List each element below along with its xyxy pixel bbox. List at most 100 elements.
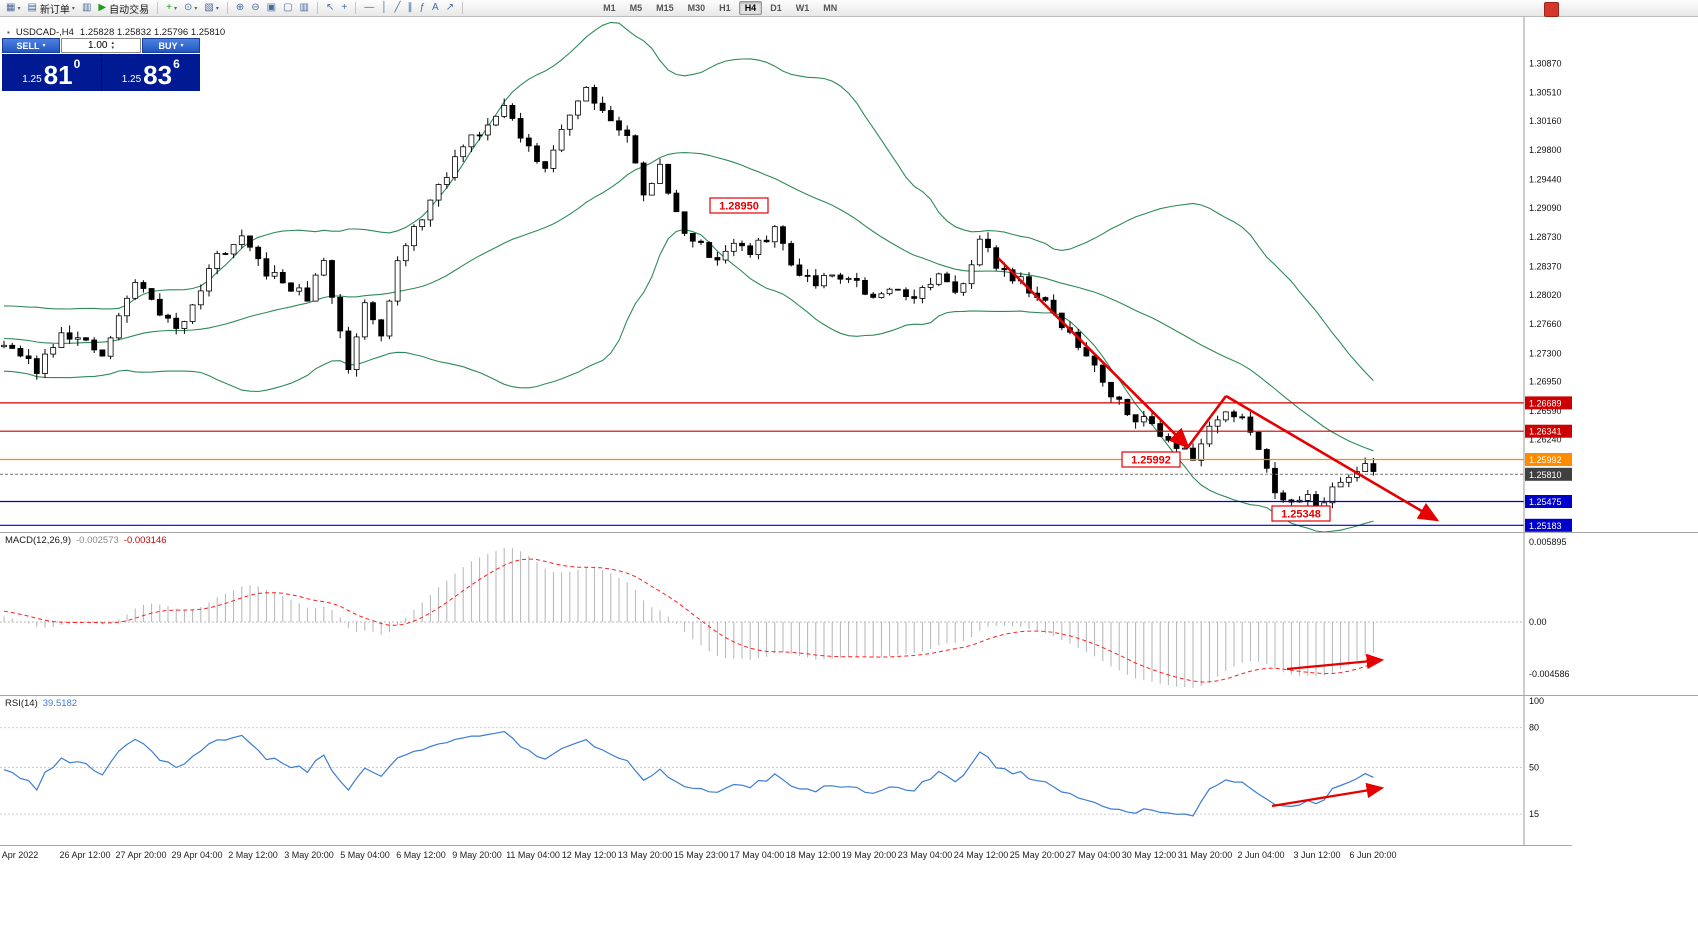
- horizontal-lines[interactable]: [0, 402, 1524, 526]
- buy-price-main: 83: [143, 60, 173, 90]
- arrow-button[interactable]: ↗: [443, 1, 457, 15]
- price-annotations[interactable]: 1.28950 1.25992 1.25348: [709, 197, 1331, 522]
- time-label: 29 Apr 04:00: [171, 850, 223, 860]
- svg-text:1.28730: 1.28730: [1529, 232, 1562, 242]
- channel-button[interactable]: ∥: [404, 1, 415, 15]
- stepper-down-icon[interactable]: ▾: [111, 44, 114, 51]
- chevron-down-icon: ▾: [194, 5, 198, 12]
- price-badge: [1525, 396, 1572, 410]
- rsi-trend-arrow[interactable]: [1271, 782, 1385, 808]
- timeframe-toolbar: M1 M5 M15 M30 H1 H4 D1 W1 MN: [597, 1, 843, 15]
- templates-button[interactable]: ▧ ▾: [201, 1, 221, 15]
- sell-price[interactable]: 1.25 81 0: [2, 54, 101, 91]
- timeframe-m1-button[interactable]: M1: [603, 3, 616, 13]
- timeframe-d1-button[interactable]: D1: [770, 3, 782, 13]
- new-chart-button[interactable]: ▦ ▾: [3, 1, 23, 15]
- autotrading-button[interactable]: ▶ 自动交易: [95, 1, 152, 16]
- volume-stepper[interactable]: ▴ ▾: [111, 39, 114, 51]
- svg-text:1.28370: 1.28370: [1529, 261, 1562, 271]
- toolbar-separator: [462, 2, 464, 14]
- fibonacci-button[interactable]: ƒ: [416, 1, 428, 15]
- sell-button[interactable]: SELL ▾: [2, 38, 60, 53]
- rsi-line: [3, 730, 1374, 817]
- timeframe-w1-button[interactable]: W1: [795, 3, 810, 13]
- candlesticks: [1, 84, 1377, 515]
- chevron-down-icon: ▾: [180, 43, 184, 49]
- crosshair-button[interactable]: +: [338, 1, 350, 15]
- time-label: 24 May 12:00: [953, 850, 1009, 860]
- new-order-icon: ▤: [27, 2, 37, 13]
- svg-text:1.30160: 1.30160: [1529, 116, 1562, 126]
- price-badge: [1525, 453, 1572, 466]
- svg-text:1.27300: 1.27300: [1529, 348, 1562, 358]
- periods-button[interactable]: ⊙ ▾: [181, 1, 200, 15]
- horizontal-line-button[interactable]: —: [361, 1, 377, 15]
- rsi-indicator-name: RSI(14): [5, 698, 38, 709]
- buy-price[interactable]: 1.25 83 6: [101, 54, 200, 91]
- chart-symbol-period: USDCAD-,H4: [15, 27, 74, 38]
- zoom-out-button[interactable]: ⊖: [248, 1, 262, 15]
- symbol-icon: ▪: [7, 28, 10, 37]
- rsi-value: 39.5182: [42, 698, 78, 709]
- indicators-button[interactable]: + ▾: [163, 1, 180, 15]
- trend-arrows[interactable]: [997, 257, 1440, 522]
- vertical-line-button[interactable]: │: [378, 1, 390, 15]
- svg-text:50: 50: [1529, 763, 1539, 773]
- svg-text:1.25348: 1.25348: [1281, 509, 1321, 521]
- cascade-windows-button[interactable]: ▢: [280, 1, 295, 15]
- macd-main-value: -0.002573: [76, 535, 119, 546]
- svg-text:-0.004586: -0.004586: [1529, 669, 1570, 679]
- svg-text:1.29440: 1.29440: [1529, 175, 1562, 185]
- time-label: 13 May 20:00: [617, 850, 673, 860]
- price-axis: 1.30870 1.30510 1.30160 1.29800 1.29440 1.290…: [1523, 17, 1572, 532]
- profiles-button[interactable]: ▥: [79, 1, 94, 15]
- timeframe-mn-button[interactable]: MN: [823, 3, 838, 13]
- sell-price-prefix: 1.25: [22, 74, 42, 85]
- new-order-button[interactable]: ▤ 新订单 ▾: [24, 1, 77, 16]
- rsi-panel: 100 80 50 15 RSI(14) 39.5182: [0, 695, 1698, 845]
- chevron-down-icon: ▾: [42, 43, 46, 49]
- macd-chart[interactable]: 0.005895 0.00 -0.004586: [0, 533, 1572, 695]
- svg-text:1.29800: 1.29800: [1529, 145, 1562, 155]
- time-label: 2 Jun 04:00: [1237, 850, 1285, 860]
- time-label: 3 May 20:00: [284, 850, 334, 860]
- cursor-button[interactable]: ↖: [323, 1, 337, 15]
- timeframe-m15-button[interactable]: M15: [656, 3, 674, 13]
- timeframe-m5-button[interactable]: M5: [629, 3, 643, 13]
- time-label: 18 May 12:00: [785, 850, 841, 860]
- rsi-chart[interactable]: 100 80 50 15: [0, 696, 1572, 845]
- zoom-in-icon: ⊕: [235, 2, 245, 13]
- buy-price-pip: 6: [173, 57, 180, 71]
- timeframe-h4-button[interactable]: H4: [738, 1, 763, 15]
- arrow-icon: ↗: [445, 2, 455, 13]
- zoom-in-button[interactable]: ⊕: [233, 1, 247, 15]
- profiles-icon: ▥: [81, 2, 92, 13]
- volume-input[interactable]: 1.00 ▴ ▾: [61, 38, 141, 53]
- chart-title: ▪ USDCAD-,H4 1.25828 1.25832 1.25796 1.2…: [7, 27, 225, 38]
- svg-text:1.30870: 1.30870: [1529, 58, 1562, 68]
- vertical-line-icon: │: [381, 2, 388, 13]
- bollinger-bands: [3, 21, 1374, 532]
- time-label: 30 May 12:00: [1121, 850, 1177, 860]
- buy-button[interactable]: BUY ▾: [142, 38, 200, 53]
- timeframe-h1-button[interactable]: H1: [719, 3, 731, 13]
- macd-signal-value: -0.003146: [123, 535, 167, 546]
- macd-trend-arrow[interactable]: [1286, 653, 1385, 671]
- svg-text:1.26240: 1.26240: [1529, 434, 1562, 444]
- crosshair-icon: +: [341, 2, 348, 13]
- tile-vertical-button[interactable]: ▥: [297, 1, 312, 15]
- time-label: 6 May 12:00: [396, 850, 446, 860]
- svg-text:1.26590: 1.26590: [1529, 406, 1562, 416]
- rsi-axis: 100 80 50 15: [1523, 696, 1544, 845]
- time-label: 12 May 12:00: [561, 850, 617, 860]
- text-button[interactable]: A: [429, 1, 442, 15]
- time-label: 11 May 04:00: [506, 850, 560, 860]
- stepper-up-icon[interactable]: ▴: [111, 39, 114, 46]
- trendline-button[interactable]: ╱: [391, 1, 403, 15]
- time-label: 17 May 04:00: [729, 850, 785, 860]
- timeframe-m30-button[interactable]: M30: [687, 3, 706, 13]
- status-red-icon[interactable]: [1544, 2, 1559, 17]
- main-price-chart[interactable]: 1.30870 1.30510 1.30160 1.29800 1.29440 1.290…: [0, 17, 1572, 532]
- tile-windows-button[interactable]: ▣: [264, 1, 279, 15]
- macd-histogram: [3, 547, 1374, 688]
